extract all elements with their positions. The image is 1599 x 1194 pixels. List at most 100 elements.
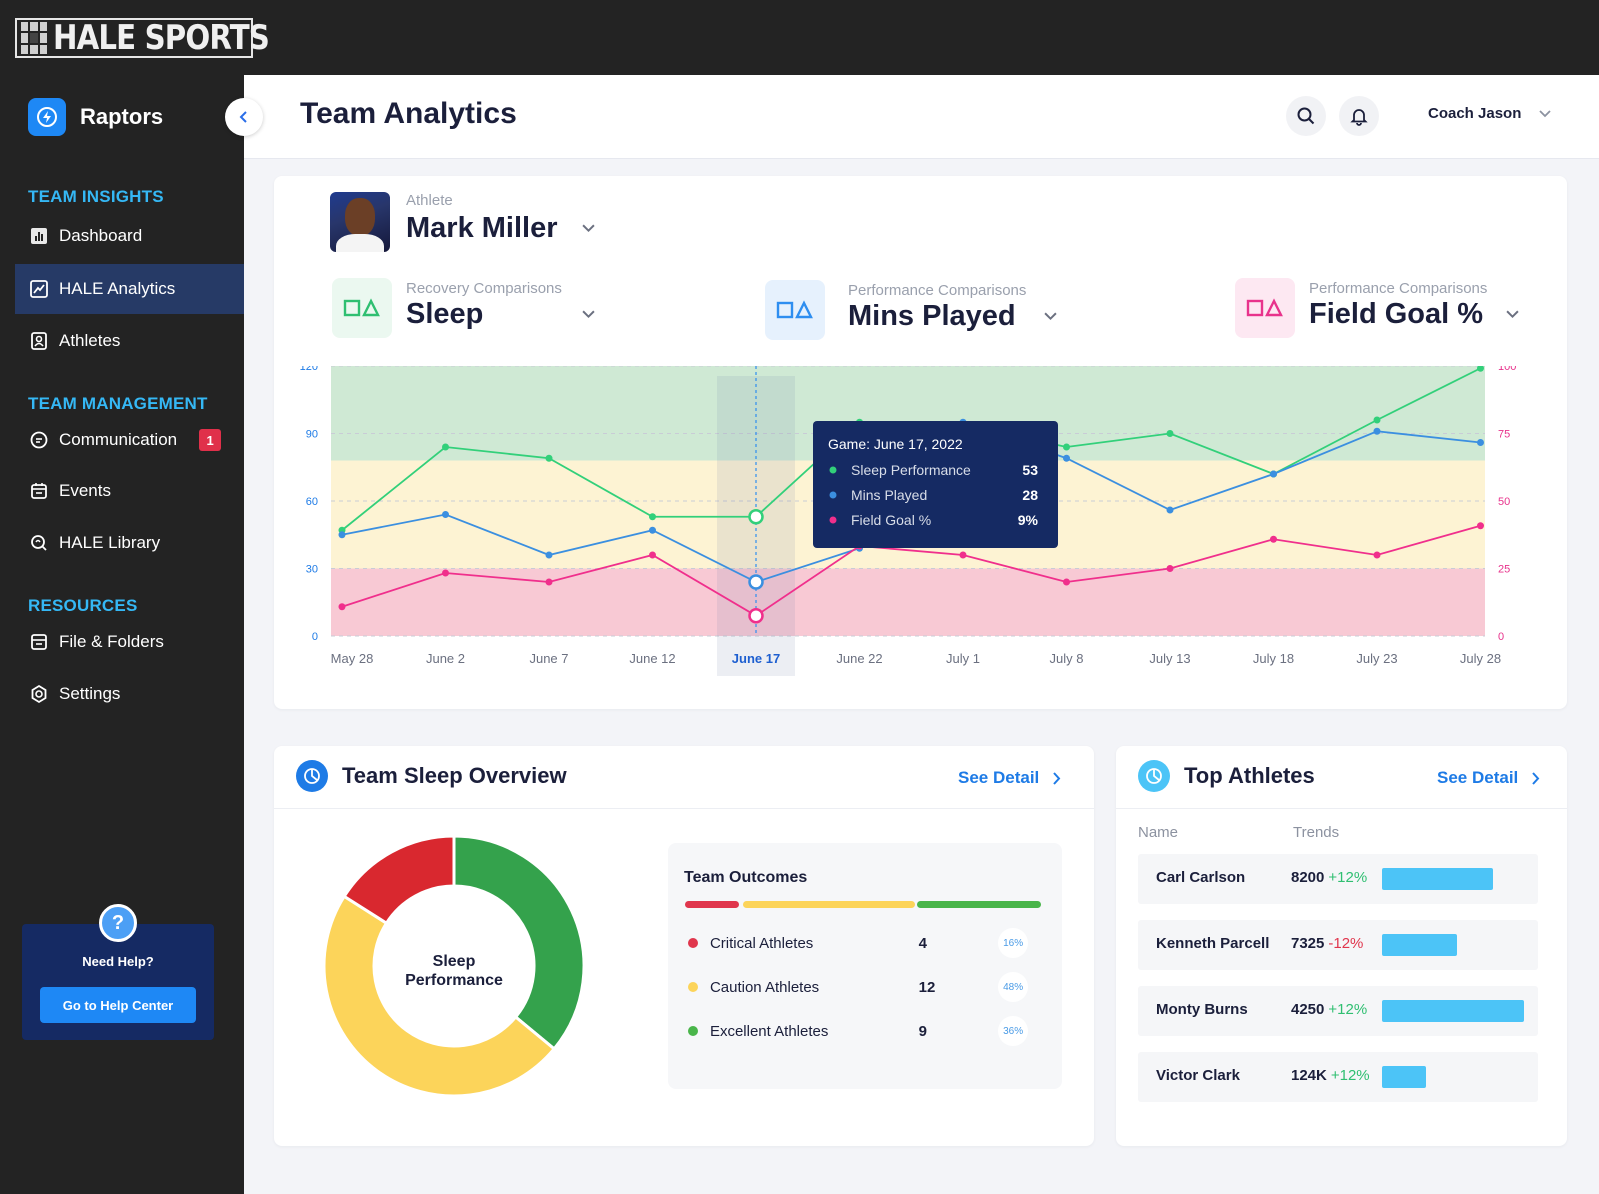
comparison-1-value[interactable]: Sleep: [406, 298, 484, 330]
y-right-tick-label: 100: [1498, 366, 1516, 373]
athlete-row[interactable]: Kenneth Parcell 7325 -12%: [1138, 920, 1538, 970]
section-title-resources: RESOURCES: [28, 596, 138, 615]
sidebar-item-label: HALE Analytics: [59, 279, 176, 298]
sidebar: Raptors TEAM INSIGHTS Dashboard HALE Ana…: [0, 75, 244, 1194]
hale-sports-logo[interactable]: HALE SPORTS: [15, 18, 270, 58]
chevron-down-icon[interactable]: [1506, 310, 1519, 319]
x-tick-label: May 28: [331, 651, 374, 666]
data-point: [649, 551, 656, 559]
sidebar-item-communication[interactable]: Communication 1: [15, 415, 244, 465]
data-point: [1270, 470, 1277, 478]
sidebar-item-hale-library[interactable]: HALE Library: [15, 518, 244, 568]
sidebar-item-label: Dashboard: [59, 226, 143, 245]
see-detail-label: See Detail: [1437, 768, 1519, 787]
mins-shapes-icon: [765, 280, 825, 340]
data-point: [545, 454, 553, 462]
athlete-photo: [330, 192, 390, 252]
athlete-score: 4250: [1291, 1001, 1325, 1018]
tooltip-value: 28: [1022, 487, 1038, 503]
sidebar-item-settings[interactable]: Settings: [15, 669, 244, 719]
sidebar-item-label: Settings: [59, 684, 121, 703]
team-logo-icon: [28, 98, 66, 136]
data-point: [1166, 430, 1174, 437]
x-tick-label: June 7: [529, 651, 568, 666]
tooltip-value: 53: [1022, 462, 1038, 478]
x-tick-label: June 2: [426, 651, 465, 666]
section-title-team-insights: TEAM INSIGHTS: [28, 187, 164, 206]
x-tick-label: July 1: [946, 651, 980, 666]
data-point: [442, 511, 449, 518]
sidebar-item-file-folders[interactable]: File & Folders: [15, 617, 244, 667]
folder-icon: [31, 634, 47, 650]
see-detail-link[interactable]: See Detail: [1437, 768, 1540, 788]
data-point: [649, 526, 656, 534]
comparison-3-label: Performance Comparisons: [1309, 280, 1488, 297]
athlete-name[interactable]: Mark Miller: [406, 212, 558, 244]
sidebar-item-dashboard[interactable]: Dashboard: [15, 211, 244, 261]
sidebar-item-athletes[interactable]: Athletes: [15, 316, 244, 366]
section-title: Top Athletes: [1184, 763, 1315, 788]
top-bar: HALE SPORTS: [0, 0, 1599, 75]
bar-chart-icon: [31, 228, 47, 244]
chevron-left-icon: [239, 111, 247, 123]
outcome-bar-excellent: [917, 901, 1041, 908]
help-center-button[interactable]: Go to Help Center: [40, 987, 196, 1023]
team-switcher[interactable]: Raptors: [28, 98, 163, 136]
top-athletes-card: Top Athletes See Detail Name Trends Carl…: [1116, 746, 1567, 1146]
sidebar-item-hale-analytics[interactable]: HALE Analytics: [15, 264, 244, 314]
column-header-trends: Trends: [1293, 824, 1340, 841]
tooltip-series-name: Sleep Performance: [851, 462, 971, 478]
y-left-tick-label: 0: [312, 631, 318, 643]
field-goal-shapes-icon: [1235, 278, 1295, 338]
series-line-2: [341, 524, 1481, 617]
athlete-name: Monty Burns: [1156, 1001, 1248, 1018]
data-point: [1063, 443, 1070, 451]
chevron-down-icon[interactable]: [582, 224, 595, 233]
data-point: [649, 513, 656, 521]
data-point: [545, 551, 553, 559]
notifications-button[interactable]: [1339, 96, 1379, 136]
sidebar-item-label: HALE Library: [59, 533, 161, 552]
y-left-tick-label: 60: [306, 496, 318, 508]
tooltip-dot: [829, 466, 837, 474]
chart-tooltip: [813, 421, 1058, 548]
outcome-count: 4: [918, 934, 928, 952]
y-right-tick-label: 75: [1498, 429, 1510, 441]
data-point: [338, 603, 346, 611]
data-point: [442, 569, 449, 577]
comparison-3-value[interactable]: Field Goal %: [1309, 298, 1484, 330]
sidebar-item-label: File & Folders: [59, 632, 164, 651]
donut-center-line-2: Performance: [405, 972, 503, 989]
data-point: [959, 551, 967, 559]
x-tick-label: July 8: [1050, 651, 1084, 666]
sidebar-item-events[interactable]: Events: [15, 466, 244, 516]
y-right-tick-label: 25: [1498, 564, 1510, 576]
athlete-label: Athlete: [406, 192, 453, 209]
athlete-row[interactable]: Victor Clark 124K +12%: [1138, 1052, 1538, 1102]
chevron-down-icon[interactable]: [582, 310, 595, 319]
tooltip-value: 9%: [1018, 512, 1039, 528]
y-left-tick-label: 90: [306, 429, 318, 441]
athlete-row[interactable]: Monty Burns 4250 +12%: [1138, 986, 1538, 1036]
chevron-down-icon[interactable]: [1044, 312, 1057, 321]
see-detail-link[interactable]: See Detail: [958, 768, 1061, 788]
outcome-count: 12: [918, 978, 936, 996]
logo-text: HALE SPORTS: [53, 18, 270, 58]
tooltip-title: Game: June 17, 2022: [828, 436, 963, 452]
user-menu[interactable]: Coach Jason: [1428, 105, 1552, 122]
collapse-sidebar-button[interactable]: [225, 98, 263, 136]
page-header: Team Analytics Coach Jason: [244, 75, 1599, 159]
help-card: ? Need Help? Go to Help Center: [22, 904, 214, 1040]
help-question-icon: ?: [99, 904, 137, 942]
comparison-1-label: Recovery Comparisons: [406, 280, 562, 297]
outcome-label: Excellent Athletes: [709, 1022, 829, 1040]
search-button[interactable]: [1286, 96, 1326, 136]
athlete-row[interactable]: Carl Carlson 8200 +12%: [1138, 854, 1538, 904]
user-card-icon: [31, 332, 47, 350]
tooltip-series-name: Mins Played: [851, 487, 927, 503]
outcome-label: Caution Athletes: [709, 978, 820, 996]
athlete-score: 124K: [1291, 1067, 1327, 1084]
donut-slice-critical: [342, 834, 456, 926]
comparison-2-value[interactable]: Mins Played: [848, 300, 1016, 332]
pie-chart-icon: [1138, 760, 1170, 792]
